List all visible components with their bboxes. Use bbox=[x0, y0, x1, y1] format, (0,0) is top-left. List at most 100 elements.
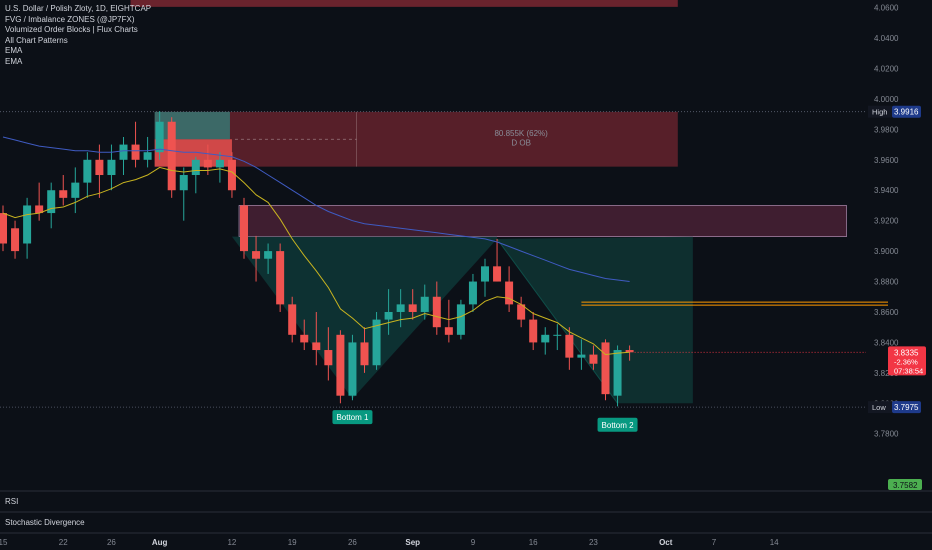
rsi-pane-label[interactable]: RSI bbox=[5, 497, 19, 506]
candle bbox=[11, 220, 20, 259]
indicator-order-blocks[interactable]: Volumized Order Blocks | Flux Charts bbox=[5, 25, 138, 35]
candle-body bbox=[95, 159, 104, 176]
high-value-bg bbox=[892, 105, 921, 118]
y-axis-tick: 4.0400 bbox=[874, 34, 899, 43]
candle bbox=[529, 311, 538, 351]
zone-order_block bbox=[130, 0, 678, 7]
candle-body bbox=[227, 159, 236, 191]
low-value-bg bbox=[892, 401, 921, 414]
pattern-label-bg bbox=[332, 410, 373, 425]
candle bbox=[0, 205, 7, 252]
x-axis-tick: 7 bbox=[712, 538, 717, 547]
zone-order_block bbox=[154, 111, 678, 167]
candle-body bbox=[396, 304, 405, 312]
current-price: 3.8335 bbox=[894, 348, 919, 357]
candle-body bbox=[155, 121, 164, 153]
candle-body bbox=[107, 159, 116, 176]
candle-body bbox=[276, 251, 285, 305]
ema-slow-line bbox=[2, 136, 630, 282]
candle bbox=[47, 182, 56, 229]
x-axis-tick: 23 bbox=[589, 538, 598, 547]
candle bbox=[396, 289, 405, 328]
x-axis-tick: 26 bbox=[107, 538, 116, 547]
low-label: Low bbox=[872, 403, 886, 412]
y-axis-tick: 3.7800 bbox=[874, 430, 899, 439]
indicator-ema-2[interactable]: EMA bbox=[5, 56, 23, 66]
candle-body bbox=[384, 311, 393, 320]
candle bbox=[432, 281, 441, 335]
symbol-title[interactable]: U.S. Dollar / Polish Zloty, 1D, EIGHTCAP bbox=[5, 4, 152, 13]
candle bbox=[143, 136, 152, 168]
x-axis-tick: 16 bbox=[529, 538, 538, 547]
candle bbox=[625, 345, 634, 361]
candle bbox=[203, 144, 212, 176]
y-axis-tick: 3.9600 bbox=[874, 156, 899, 165]
candle bbox=[613, 345, 622, 407]
indicator-chart-patterns[interactable]: All Chart Patterns bbox=[5, 35, 68, 45]
candle-body bbox=[505, 281, 514, 305]
ob-volume-label: 80.855K (62%) bbox=[494, 129, 548, 138]
x-axis-tick: Aug bbox=[152, 538, 168, 547]
x-axis-tick: 9 bbox=[471, 538, 476, 547]
y-axis-tick: 3.8800 bbox=[874, 278, 899, 287]
lower-value-badge bbox=[888, 479, 922, 490]
candle-body bbox=[613, 350, 622, 396]
candle bbox=[71, 167, 80, 214]
candle-body bbox=[0, 213, 7, 244]
candle bbox=[384, 289, 393, 335]
high-label-bg bbox=[868, 105, 892, 118]
pattern-label-bg bbox=[597, 417, 638, 432]
candle-body bbox=[11, 228, 20, 252]
y-axis-tick: 3.9200 bbox=[874, 217, 899, 226]
candle bbox=[505, 266, 514, 312]
x-axis-tick: Oct bbox=[659, 538, 673, 547]
y-axis-tick: 4.0200 bbox=[874, 64, 899, 73]
candle-body bbox=[252, 251, 261, 259]
pattern-left-fill bbox=[231, 236, 498, 399]
candle bbox=[167, 117, 176, 198]
indicator-fvg[interactable]: FVG / Imbalance ZONES (@JP7FX) bbox=[5, 14, 135, 24]
stoch-pane-label[interactable]: Stochastic Divergence bbox=[5, 518, 85, 527]
candle-body bbox=[444, 327, 453, 335]
candle-body bbox=[312, 342, 321, 351]
candle-body bbox=[360, 342, 369, 366]
indicator-ema-1[interactable]: EMA bbox=[5, 46, 23, 56]
candle bbox=[131, 121, 140, 168]
candle-body bbox=[456, 304, 465, 335]
candle-body bbox=[47, 190, 56, 214]
low-label-bg bbox=[868, 401, 892, 414]
y-axis-tick: 4.0600 bbox=[874, 4, 899, 13]
candle bbox=[276, 243, 285, 312]
candle-body bbox=[481, 266, 489, 282]
candle-body bbox=[59, 190, 68, 198]
candle bbox=[468, 273, 477, 312]
candle-body bbox=[300, 334, 309, 343]
candle bbox=[300, 319, 309, 351]
low-value: 3.7975 bbox=[894, 403, 919, 412]
candle bbox=[372, 311, 381, 370]
x-axis-tick: 19 bbox=[288, 538, 297, 547]
y-axis-tick: 3.8600 bbox=[874, 308, 899, 317]
candle bbox=[324, 327, 333, 381]
ema-fast-line bbox=[2, 166, 630, 356]
candle bbox=[35, 182, 44, 221]
x-axis-tick: 14 bbox=[770, 538, 779, 547]
candle-body bbox=[288, 304, 297, 335]
high-value: 3.9916 bbox=[894, 108, 919, 117]
pattern-label: Bottom 1 bbox=[336, 413, 369, 422]
y-axis-tick: 3.9800 bbox=[874, 125, 899, 134]
candle bbox=[577, 339, 586, 370]
candle-body bbox=[336, 334, 345, 396]
candle-body bbox=[589, 354, 598, 364]
candle-body bbox=[553, 334, 562, 336]
candle-body bbox=[625, 350, 634, 353]
candle bbox=[517, 296, 526, 328]
candle-body bbox=[167, 121, 176, 191]
candle-body bbox=[215, 159, 224, 168]
candle bbox=[119, 136, 128, 176]
ob-bull-segment bbox=[154, 111, 230, 140]
x-axis-tick: 26 bbox=[348, 538, 357, 547]
candle bbox=[155, 111, 164, 160]
candle bbox=[456, 299, 465, 340]
